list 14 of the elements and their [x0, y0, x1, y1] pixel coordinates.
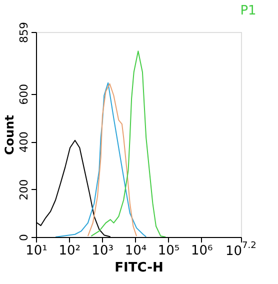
- y-tick-label: 859: [18, 22, 30, 43]
- chart-title: P1: [240, 4, 256, 18]
- x-tick-label: 10³: [92, 244, 114, 258]
- y-tick-label: 200: [18, 179, 30, 200]
- y-axis-title: Count: [2, 114, 16, 155]
- y-tick-label: 600: [18, 84, 30, 105]
- x-tick-label: 10⁴: [124, 244, 147, 258]
- x-tick-label: 10⁶: [190, 244, 213, 258]
- x-tick-label: 10¹: [26, 244, 48, 258]
- x-axis-title: FITC-H: [114, 260, 164, 276]
- y-tick-label: 400: [18, 132, 30, 153]
- x-tick-label: 10²: [58, 244, 80, 258]
- x-tick-label: 10⁵: [158, 244, 180, 258]
- y-tick-label: 0: [18, 234, 30, 241]
